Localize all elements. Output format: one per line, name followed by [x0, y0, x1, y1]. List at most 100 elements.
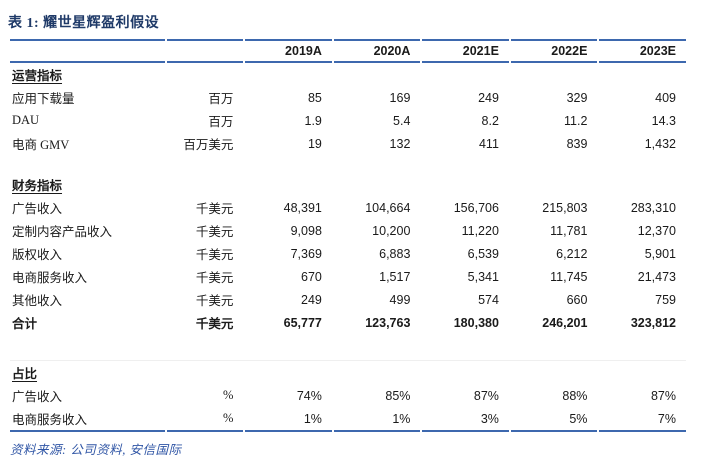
metric-value: 249 — [301, 292, 322, 307]
metric-unit: 千美元 — [195, 248, 234, 262]
metric-unit: % — [222, 388, 234, 402]
metric-value: 6,883 — [379, 246, 411, 261]
metric-value: 88% — [562, 388, 588, 403]
source-note: 资料来源: 公司资料, 安信国际 — [10, 443, 182, 457]
metric-value: 87% — [650, 388, 676, 403]
metric-value: 9,098 — [290, 223, 322, 238]
metric-unit: % — [166, 407, 244, 432]
metric-value: 14.3 — [651, 113, 676, 128]
metric-unit: 百万 — [208, 115, 234, 129]
profit-assumptions-table: 2019A 2020A 2021E 2022E 2023E 运营指标 应用下载量百… — [8, 39, 688, 432]
metric-label: 广告收入 — [12, 202, 63, 216]
metric-value: 6,539 — [467, 246, 499, 261]
metric-value: 660 — [566, 292, 588, 307]
metric-value: 74% — [296, 388, 322, 403]
metric-value: 1,432 — [644, 136, 676, 151]
metric-value: 283,310 — [630, 200, 676, 215]
metric-label: 电商服务收入 — [12, 271, 88, 285]
metric-row: 其他收入 千美元 249 499 574 660 759 — [10, 288, 686, 311]
spacer-cell — [10, 334, 686, 361]
unit-column-header — [166, 39, 244, 63]
metric-value: 10,200 — [372, 223, 411, 238]
metric-value: 574 — [478, 292, 499, 307]
metric-label: 其他收入 — [12, 294, 63, 308]
metric-row: 广告收入% 74% 85% 87% 88% 87% — [10, 384, 686, 407]
metric-row: 定制内容产品收入 千美元 9,098 10,200 11,220 11,781 12,370 — [10, 219, 686, 242]
metric-value: 132 — [389, 136, 411, 151]
year-column-header: 2021E — [422, 39, 509, 63]
metric-value: 11,220 — [461, 223, 499, 238]
section-heading-row: 运营指标 — [10, 63, 686, 86]
metric-row: 电商服务收入 千美元 670 1,517 5,341 11,745 21,473 — [10, 265, 686, 288]
section-heading: 占比 — [12, 367, 38, 381]
metric-label: 版权收入 — [12, 248, 63, 262]
metric-value: 323,812 — [630, 315, 676, 330]
metric-value: 85% — [385, 388, 411, 403]
metric-value: 156,706 — [453, 200, 499, 215]
metric-value: 215,803 — [542, 200, 588, 215]
metric-value: 1% — [333, 407, 421, 432]
metric-value: 85 — [307, 90, 322, 105]
metric-unit: 千美元 — [195, 225, 234, 239]
metric-value: 1% — [245, 407, 332, 432]
metric-label: 广告收入 — [12, 390, 63, 404]
metric-value: 5% — [510, 407, 598, 432]
metric-value: 5,341 — [467, 269, 499, 284]
year-column-header: 2019A — [245, 39, 332, 63]
section-heading: 财务指标 — [12, 179, 63, 193]
metric-value: 1,517 — [379, 269, 411, 284]
metric-value: 499 — [389, 292, 411, 307]
metric-unit: 千美元 — [195, 271, 234, 285]
year-column-header: 2023E — [599, 39, 686, 63]
metric-value: 104,664 — [365, 200, 411, 215]
metric-value: 1.9 — [304, 113, 322, 128]
year-column-header: 2022E — [510, 39, 598, 63]
section-heading-cell: 财务指标 — [10, 173, 686, 196]
metric-value: 411 — [478, 136, 499, 151]
metric-row: 广告收入 千美元 48,391 104,664 156,706 215,803 283,31… — [10, 196, 686, 219]
section-heading-cell: 占比 — [10, 361, 686, 384]
metric-value: 21,473 — [637, 269, 676, 284]
metric-unit: 百万 — [208, 92, 234, 106]
metric-label: 合计 — [12, 317, 38, 331]
metric-value: 11.2 — [564, 113, 588, 128]
table-title: 表 1: 耀世星辉盈利假设 — [8, 16, 160, 31]
section-heading-cell: 运营指标 — [10, 63, 686, 86]
metric-value: 839 — [566, 136, 588, 151]
section-heading: 运营指标 — [12, 69, 63, 83]
metric-value: 5,901 — [644, 246, 676, 261]
metric-value: 7,369 — [290, 246, 322, 261]
metric-row: 电商服务收入% 1% 1% 3% 5% 7% — [10, 407, 686, 432]
spacer-cell — [10, 155, 686, 173]
metric-value: 329 — [566, 90, 588, 105]
metric-row: 版权收入 千美元 7,369 6,883 6,539 6,212 5,901 — [10, 242, 686, 265]
metric-value: 169 — [389, 90, 411, 105]
metric-row: 应用下载量 百万 85 169 249 329 409 — [10, 86, 686, 109]
section-spacer-row — [10, 155, 686, 173]
metric-label: DAU — [12, 113, 40, 127]
metric-value: 11,745 — [550, 269, 588, 284]
year-column-header: 2020A — [333, 39, 421, 63]
section-heading-row: 占比 — [10, 361, 686, 384]
table-body: 运营指标 应用下载量 百万 85 169 249 329 409 DAU 百万 1.9 5.4 8.2 1… — [10, 63, 686, 432]
metric-label: 电商服务收入 — [10, 407, 165, 432]
metric-value: 19 — [307, 136, 322, 151]
metric-value: 246,201 — [542, 315, 588, 330]
metric-value: 409 — [655, 90, 676, 105]
metric-value: 48,391 — [283, 200, 322, 215]
metric-label: 电商 GMV — [12, 138, 70, 152]
metric-value: 8.2 — [481, 113, 499, 128]
metric-value: 65,777 — [283, 315, 322, 330]
metric-row: 电商 GMV 百万美元 19 132 411 839 1,432 — [10, 132, 686, 155]
metric-value: 3% — [422, 407, 509, 432]
metric-value: 11,781 — [550, 223, 588, 238]
year-header-row: 2019A 2020A 2021E 2022E 2023E — [10, 39, 686, 63]
metric-value: 123,763 — [365, 315, 411, 330]
metric-row: DAU 百万 1.9 5.4 8.2 11.2 14.3 — [10, 109, 686, 132]
section-spacer-row — [10, 334, 686, 361]
metric-unit: 百万美元 — [183, 138, 234, 152]
metric-unit: 千美元 — [195, 294, 234, 308]
metric-unit: 千美元 — [195, 317, 234, 331]
metric-label: 应用下载量 — [12, 92, 75, 106]
